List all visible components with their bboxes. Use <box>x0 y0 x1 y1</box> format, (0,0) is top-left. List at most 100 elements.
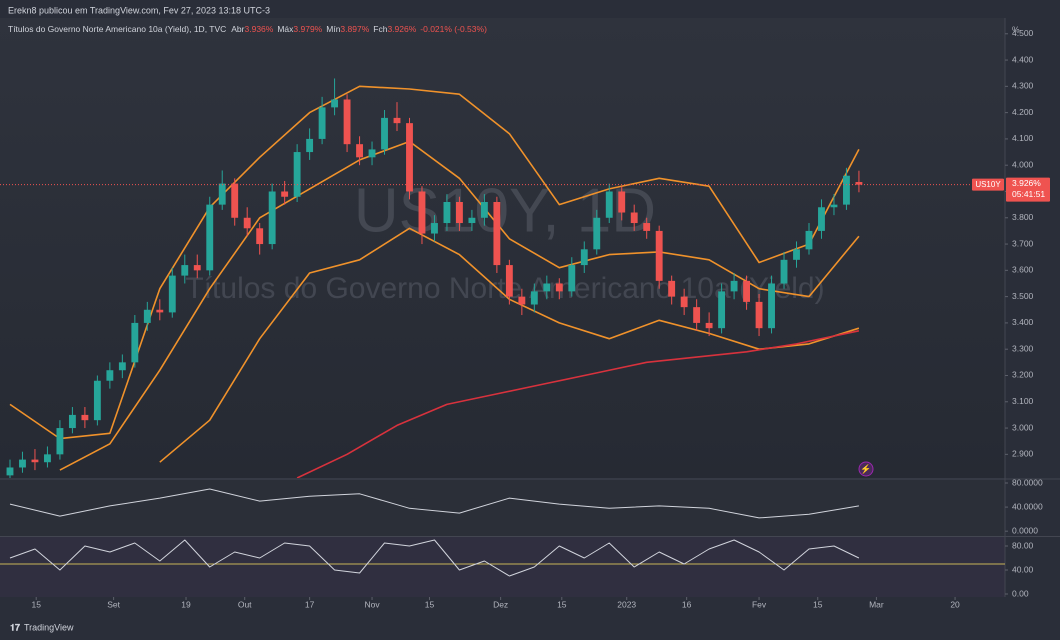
legend-value: 3.926% <box>387 24 416 34</box>
candle-body <box>718 291 726 329</box>
candle-body <box>218 183 226 205</box>
oscillator-plot <box>0 539 1005 577</box>
candle-body <box>655 230 663 281</box>
event-icon[interactable] <box>858 461 874 477</box>
y-tick-label: 3.800 <box>1012 212 1034 222</box>
candle-body <box>81 414 89 421</box>
y-tick-label: 0.0000 <box>1012 525 1038 535</box>
x-tick-label: 2023 <box>617 599 636 609</box>
candle-body <box>393 117 401 124</box>
candle-body <box>431 223 438 234</box>
candle-body <box>755 301 763 329</box>
candle-body <box>19 459 26 468</box>
candle-body <box>306 138 314 153</box>
x-tick-label: 20 <box>950 599 960 609</box>
y-tick-label: 4.000 <box>1012 159 1034 169</box>
candle-body <box>493 202 501 266</box>
legend-label: Fch <box>373 24 387 34</box>
watermark-name: Títulos do Governo Norte Americano 10a (… <box>185 272 824 305</box>
publisher: Erekn8 publicou em TradingView.com, Fev … <box>8 5 270 15</box>
candle-body <box>730 280 738 292</box>
candle-body <box>256 228 264 245</box>
candle-body <box>630 212 638 224</box>
y-tick-label: 80.00 <box>1012 540 1034 550</box>
y-tick-label: 3.400 <box>1012 317 1034 327</box>
candle-body <box>618 191 626 213</box>
candle-body <box>131 322 139 363</box>
y-tick-label: 4.100 <box>1012 133 1034 143</box>
candle-body <box>855 182 863 185</box>
candle-body <box>443 202 451 224</box>
candle-body <box>668 280 676 297</box>
candle-body <box>231 183 239 218</box>
brand: TradingView <box>24 622 74 632</box>
candle-body <box>68 414 76 429</box>
x-tick-label: 19 <box>181 599 191 609</box>
candle-body <box>406 123 413 192</box>
candle-body <box>93 380 101 421</box>
y-tick-label: 3.000 <box>1012 422 1034 432</box>
candle-body <box>743 280 751 302</box>
legend-value: 3.979% <box>293 24 322 34</box>
candle-body <box>368 149 376 158</box>
y-tick-label: 4.500 <box>1012 28 1034 38</box>
candle-body <box>156 309 164 313</box>
candle-body <box>780 259 788 284</box>
x-tick-label: 15 <box>557 599 567 609</box>
candle-body <box>268 191 276 245</box>
oscillator-pane <box>0 480 1005 536</box>
candle-body <box>318 107 326 139</box>
candle-body <box>680 296 688 308</box>
candle-body <box>793 249 800 260</box>
candle-body <box>193 265 201 271</box>
candle-body <box>106 370 114 381</box>
legend: Títulos do Governo Norte Americano 10a (… <box>8 24 487 34</box>
legend-label: Mín <box>326 24 340 34</box>
candle-body <box>580 249 588 266</box>
candle-body <box>44 454 51 463</box>
candle-body <box>143 309 151 323</box>
candle-body <box>381 117 388 150</box>
x-tick-label: Nov <box>364 599 380 609</box>
candle-body <box>118 362 126 371</box>
y-tick-label: 4.400 <box>1012 54 1034 64</box>
candle-body <box>830 204 838 208</box>
event-icon-glyph: ⚡ <box>860 463 871 475</box>
candle-body <box>343 99 351 145</box>
line <box>9 539 860 577</box>
candle-body <box>605 191 613 218</box>
scales: 2.900 3.000 3.100 3.200 3.300 3.400 3.500 3.600… <box>31 28 1043 609</box>
legend-change: -0.021% (-0.53%) <box>420 24 487 34</box>
legend-label: Abr <box>231 24 244 34</box>
candle-body <box>818 207 825 231</box>
oscillator-pane <box>0 537 1005 597</box>
candle-body <box>705 322 713 329</box>
candle-body <box>181 265 189 276</box>
price-tag-price: 3.926% <box>1012 178 1041 188</box>
line <box>296 330 860 478</box>
candle-body <box>168 275 176 313</box>
candle-body <box>281 191 289 197</box>
x-tick-label: 15 <box>425 599 435 609</box>
line <box>59 140 860 471</box>
legend-value: 3.897% <box>340 24 369 34</box>
price-tag-symbol: US10Y <box>975 180 1001 189</box>
y-tick-label: 40.00 <box>1012 564 1034 574</box>
candle-body <box>31 459 39 463</box>
candle-body <box>468 217 476 224</box>
candle-body <box>555 283 563 292</box>
y-tick-label: 80.0000 <box>1012 477 1043 487</box>
line <box>9 85 860 440</box>
price-tag-countdown: 05:41:51 <box>1012 189 1045 199</box>
candle-body <box>293 152 301 197</box>
x-tick-label: Dez <box>493 599 508 609</box>
line <box>9 488 859 519</box>
candle-body <box>693 307 701 323</box>
y-tick-label: 3.700 <box>1012 238 1034 248</box>
candle-body <box>543 283 551 292</box>
x-tick-label: Fev <box>752 599 767 609</box>
candle-body <box>356 144 363 158</box>
price-pane <box>0 18 1005 478</box>
